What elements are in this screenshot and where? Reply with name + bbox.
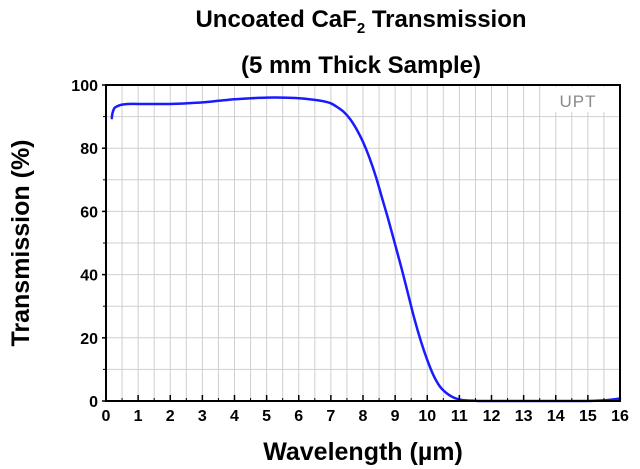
y-tick-label: 0 — [89, 394, 98, 411]
x-axis-title: Wavelength (µm) — [263, 438, 463, 466]
x-tick-label: 13 — [515, 408, 533, 425]
y-tick-label: 60 — [80, 204, 98, 221]
watermark-text: UPT — [560, 92, 597, 111]
x-tick-label: 12 — [483, 408, 501, 425]
chart-title-prefix: Uncoated CaF — [195, 6, 356, 33]
x-tick-label: 2 — [166, 408, 175, 425]
x-tick-label: 0 — [102, 408, 111, 425]
watermark-background — [543, 87, 613, 112]
x-tick-label: 10 — [418, 408, 436, 425]
y-tick-label: 40 — [80, 268, 98, 285]
x-tick-label: 16 — [611, 408, 629, 425]
tick-layer — [102, 84, 621, 402]
y-tick-label: 100 — [71, 78, 98, 95]
x-tick-label: 5 — [262, 408, 271, 425]
grid-layer — [106, 85, 620, 401]
y-tick-label: 80 — [80, 141, 98, 158]
x-tick-label: 7 — [326, 408, 335, 425]
y-tick-label: 20 — [80, 331, 98, 348]
x-tick-label: 1 — [134, 408, 143, 425]
x-tick-label: 4 — [230, 408, 239, 425]
x-tick-label: 14 — [547, 408, 565, 425]
y-axis-title: Transmission (%) — [7, 140, 35, 347]
x-tick-label: 9 — [391, 408, 400, 425]
x-tick-label: 15 — [579, 408, 597, 425]
chart-title-suffix: Transmission — [365, 6, 526, 33]
x-tick-label: 8 — [359, 408, 368, 425]
x-tick-label: 6 — [294, 408, 303, 425]
chart-title-subscript: 2 — [357, 20, 365, 37]
chart-title-line2: (5 mm Thick Sample) — [241, 52, 481, 79]
x-tick-label: 3 — [198, 408, 207, 425]
chart-title-line1: Uncoated CaF2 Transmission — [195, 6, 526, 37]
x-tick-label: 11 — [451, 408, 468, 425]
